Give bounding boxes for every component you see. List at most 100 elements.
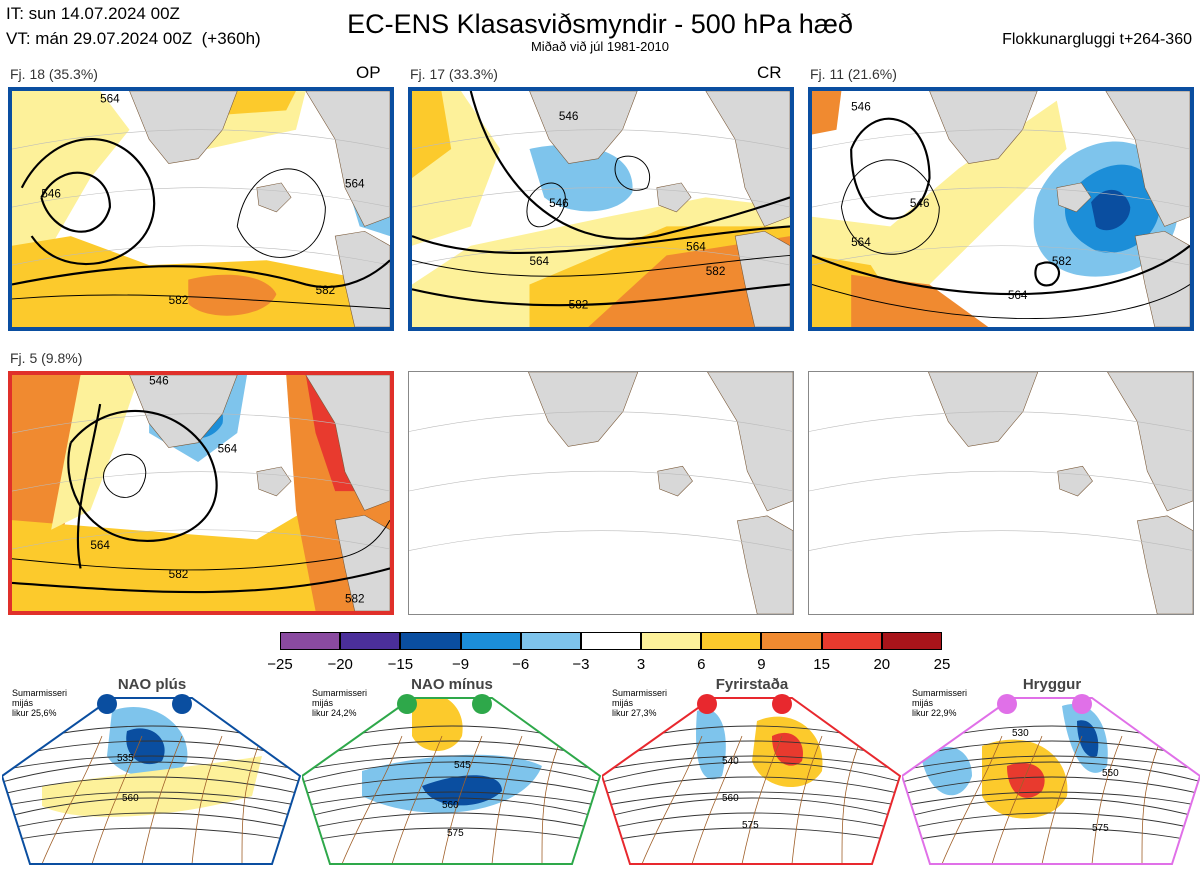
- regime-fan-svg: 530 550 575: [902, 694, 1200, 865]
- regime-info-line: Sumarmisseri: [912, 688, 968, 698]
- land-mass: [129, 91, 238, 164]
- contour-label: 546: [549, 197, 569, 210]
- coastline: [141, 735, 183, 864]
- regime-contour-label: 560: [122, 793, 139, 804]
- height-contour: [812, 244, 1190, 296]
- land-mass: [928, 372, 1039, 447]
- land-mass: [528, 372, 639, 447]
- regime-fan-svg: 535 560: [2, 694, 302, 865]
- colorbar-tick-label: −9: [451, 656, 470, 673]
- height-contour: [12, 294, 390, 310]
- land-mass: [1136, 515, 1193, 614]
- colorbar-tick-label: −3: [572, 656, 590, 673]
- height-contour: [412, 254, 790, 277]
- regime-marker-dot: [1072, 694, 1092, 714]
- height-contour: [412, 225, 790, 254]
- regime-height-contour: [302, 827, 600, 843]
- height-contour: [236, 168, 326, 258]
- regime-panel: Sumarmisseri mijás likur 24,2% NAO mínus 545…: [302, 676, 602, 868]
- anomaly-shading: [12, 510, 326, 611]
- regime-contour-label: 560: [442, 800, 459, 811]
- regime-height-contour: [2, 812, 300, 831]
- regime-contour-label: 530: [1012, 728, 1029, 739]
- regime-fan-svg: 545 560 575: [302, 694, 602, 865]
- contour-label: 564: [851, 236, 871, 249]
- land-mass: [736, 515, 793, 614]
- coastline: [941, 735, 1003, 864]
- regime-info: Sumarmisseri mijás likur 27,3%: [612, 688, 667, 718]
- coastline: [691, 735, 743, 864]
- regime-info: Sumarmisseri mijás likur 25,6%: [12, 688, 67, 718]
- regime-height-contour: [902, 776, 1200, 795]
- colorbar-segment: [280, 632, 341, 650]
- contour-label: 546: [910, 197, 930, 210]
- graticule-line: [409, 411, 793, 432]
- regime-anomaly-shading: [126, 728, 165, 765]
- coastline: [191, 735, 223, 864]
- contour-label: 546: [851, 100, 871, 113]
- height-contour: [12, 259, 390, 289]
- colorbar-segment: [821, 632, 882, 650]
- height-contour: [412, 283, 790, 307]
- regime-height-contour: [2, 791, 300, 807]
- contour-label: 582: [316, 284, 336, 297]
- land-mass: [734, 230, 790, 327]
- colorbar: [280, 632, 942, 650]
- classification-window: Flokkunargluggi t+264-360: [1002, 31, 1192, 48]
- coastline: [841, 735, 863, 864]
- graticule-line: [412, 187, 790, 208]
- contour-label: 546: [41, 187, 61, 200]
- contour-label: 564: [530, 255, 550, 268]
- height-contour: [812, 283, 1190, 320]
- map-svg: 546 546 564 564 582: [812, 91, 1190, 327]
- map-svg: 564 564 582 582 546: [12, 91, 390, 327]
- colorbar-segment: [460, 632, 521, 650]
- height-contour: [20, 138, 156, 265]
- regime-anomaly-shading: [42, 756, 262, 817]
- colorbar-tick-label: −6: [512, 656, 530, 673]
- graticule-line: [812, 245, 1190, 266]
- anomaly-shading: [412, 91, 452, 179]
- colorbar-tick-label: 15: [813, 656, 830, 673]
- coastline: [91, 735, 143, 864]
- height-contour: [67, 409, 218, 542]
- height-contour: [76, 403, 102, 569]
- cluster-map-panel: 546 546 564 564 582: [808, 87, 1194, 331]
- colorbar-tick-label: 20: [873, 656, 891, 673]
- coastline: [991, 735, 1043, 864]
- regime-info: Sumarmisseri mijás likur 22,9%: [912, 688, 967, 718]
- coastline: [541, 735, 563, 864]
- regime-title: Fyrirstaða: [715, 676, 789, 693]
- regime-panel: Sumarmisseri mijás likur 22,9% Hryggur 530 55…: [902, 676, 1200, 868]
- regime-height-contour: [302, 761, 600, 783]
- coastline: [341, 735, 403, 864]
- coastline: [241, 735, 263, 864]
- regime-title: NAO mínus: [411, 676, 493, 693]
- regime-info-line: Sumarmisseri: [12, 688, 68, 698]
- map-svg: 546 564 564 582 582: [12, 375, 390, 611]
- map-svg: [809, 372, 1193, 614]
- colorbar-tick-label: 3: [636, 656, 646, 673]
- cluster-label: Fj. 5 (9.8%): [10, 350, 83, 366]
- contour-label: 564: [345, 178, 365, 191]
- graticule-line: [12, 413, 390, 434]
- contour-label: 582: [169, 294, 189, 307]
- regime-height-contour: [902, 827, 1200, 843]
- coastline: [1041, 735, 1083, 864]
- regime-title: Hryggur: [1022, 676, 1082, 693]
- valid-time: VT: mán 29.07.2024 00Z (+360h): [6, 29, 261, 48]
- height-contour: [40, 171, 112, 233]
- graticule-line: [412, 129, 790, 150]
- graticule-line: [12, 529, 390, 550]
- coastline: [491, 735, 523, 864]
- coastline: [791, 735, 823, 864]
- regime-height-contour: [902, 761, 1200, 783]
- regime-info-line: Sumarmisseri: [612, 688, 668, 698]
- regime-info-line: mijás: [12, 698, 34, 708]
- regime-height-contour: [602, 755, 900, 771]
- colorbar-segment: [340, 632, 401, 650]
- contour-label: 582: [1052, 255, 1072, 268]
- regime-marker-dot: [997, 694, 1017, 714]
- regime-anomaly-shading: [412, 698, 463, 751]
